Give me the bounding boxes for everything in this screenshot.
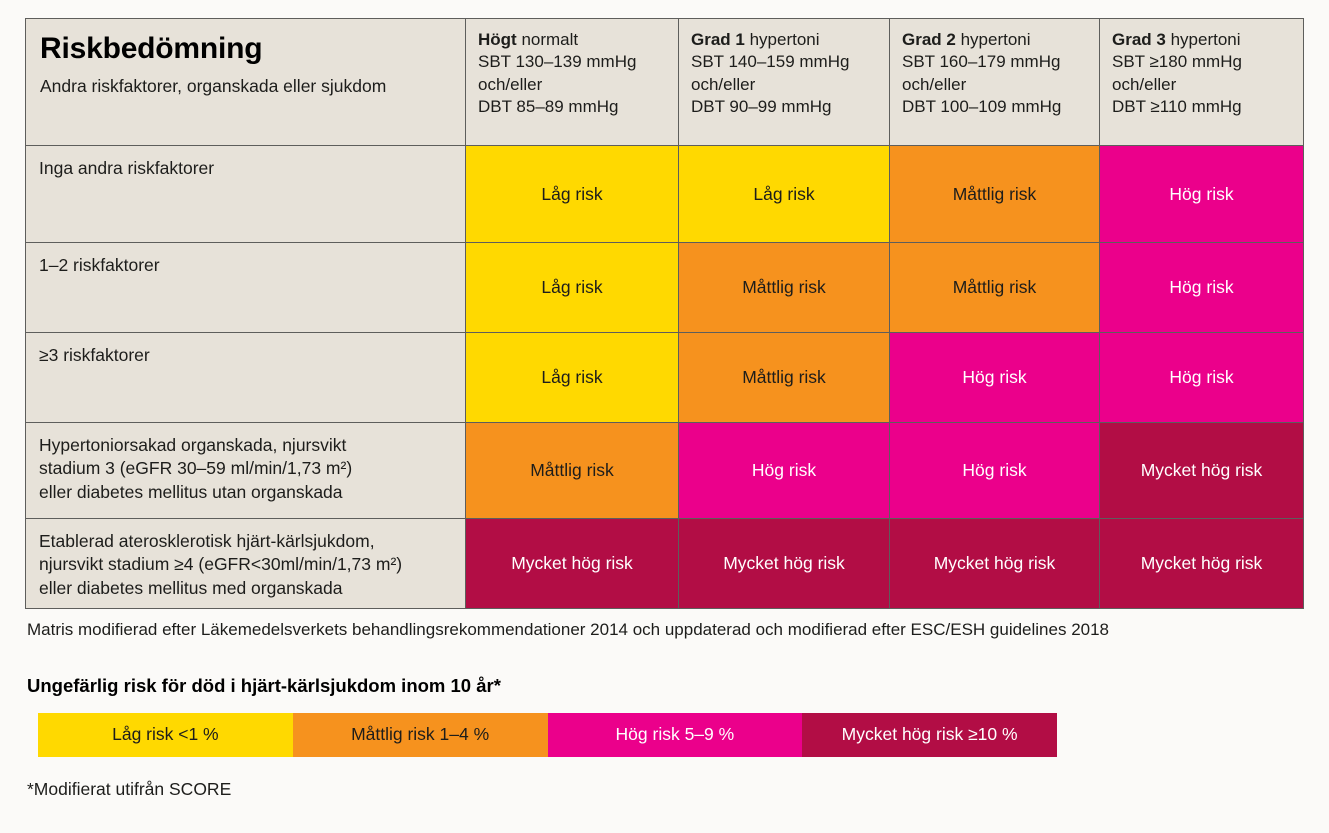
header-row: Riskbedömning Andra riskfaktorer, organs…	[25, 18, 1304, 146]
risk-cell-very_high: Mycket hög risk	[1099, 518, 1304, 609]
legend-item-very_high: Mycket hög risk ≥10 %	[802, 712, 1057, 757]
column-header-2: Grad 1 hypertoni SBT 140–159 mmHg och/elle…	[678, 18, 890, 146]
risk-cell-low: Låg risk	[678, 145, 890, 243]
row-label: ≥3 riskfaktorer	[25, 332, 466, 423]
risk-legend-bar: Låg risk <1 % Måttlig risk 1–4 % Hög risk …	[38, 712, 1057, 757]
table-row: ≥3 riskfaktorer Låg risk Måttlig risk Hög r…	[25, 332, 1304, 423]
risk-cell-very_high: Mycket hög risk	[678, 518, 890, 609]
matrix-body: Inga andra riskfaktorer Låg risk Låg risk M…	[25, 145, 1304, 609]
risk-cell-very_high: Mycket hög risk	[465, 518, 679, 609]
row-label: Inga andra riskfaktorer	[25, 145, 466, 243]
column-header-1: Högt normalt SBT 130–139 mmHg och/eller DBT…	[465, 18, 679, 146]
column-header-4: Grad 3 hypertoni SBT ≥180 mmHg och/eller DB…	[1099, 18, 1304, 146]
matrix-source-footnote: Matris modifierad efter Läkemedelsverket…	[27, 619, 1110, 639]
risk-cell-moderate: Måttlig risk	[889, 145, 1100, 243]
risk-cell-high: Hög risk	[889, 422, 1100, 519]
table-row: Etablerad aterosklerotisk hjärt-kärlsjuk…	[25, 518, 1304, 609]
risk-cell-low: Låg risk	[465, 145, 679, 243]
risk-cell-moderate: Måttlig risk	[678, 242, 890, 333]
row-label: Etablerad aterosklerotisk hjärt-kärlsjuk…	[25, 518, 466, 609]
table-subtitle: Andra riskfaktorer, organskada eller sju…	[40, 75, 387, 96]
legend-item-low: Låg risk <1 %	[38, 712, 293, 757]
risk-cell-high: Hög risk	[1099, 332, 1304, 423]
table-row: Inga andra riskfaktorer Låg risk Låg risk M…	[25, 145, 1304, 243]
risk-cell-very_high: Mycket hög risk	[889, 518, 1100, 609]
row-label: Hypertoniorsakad organskada, njursvikt st…	[25, 422, 466, 519]
risk-cell-moderate: Måttlig risk	[465, 422, 679, 519]
risk-cell-moderate: Måttlig risk	[678, 332, 890, 423]
legend-item-high: Hög risk 5–9 %	[547, 712, 803, 757]
legend-title: Ungefärlig risk för död i hjärt-kärlsjuk…	[27, 674, 501, 696]
risk-cell-low: Låg risk	[465, 242, 679, 333]
risk-cell-very_high: Mycket hög risk	[1099, 422, 1304, 519]
legend-item-moderate: Måttlig risk 1–4 %	[292, 712, 548, 757]
row-label: 1–2 riskfaktorer	[25, 242, 466, 333]
risk-matrix-table: Riskbedömning Andra riskfaktorer, organs…	[25, 18, 1304, 609]
risk-cell-high: Hög risk	[678, 422, 890, 519]
risk-cell-high: Hög risk	[889, 332, 1100, 423]
table-row: 1–2 riskfaktorer Låg risk Måttlig risk Mått…	[25, 242, 1304, 333]
corner-header-cell: Riskbedömning Andra riskfaktorer, organs…	[25, 18, 466, 146]
risk-cell-moderate: Måttlig risk	[889, 242, 1100, 333]
table-title: Riskbedömning	[40, 32, 263, 65]
score-footnote: *Modifierat utifrån SCORE	[27, 778, 232, 799]
risk-cell-low: Låg risk	[465, 332, 679, 423]
risk-cell-high: Hög risk	[1099, 242, 1304, 333]
column-header-3: Grad 2 hypertoni SBT 160–179 mmHg och/elle…	[889, 18, 1100, 146]
table-row: Hypertoniorsakad organskada, njursvikt st…	[25, 422, 1304, 519]
risk-cell-high: Hög risk	[1099, 145, 1304, 243]
